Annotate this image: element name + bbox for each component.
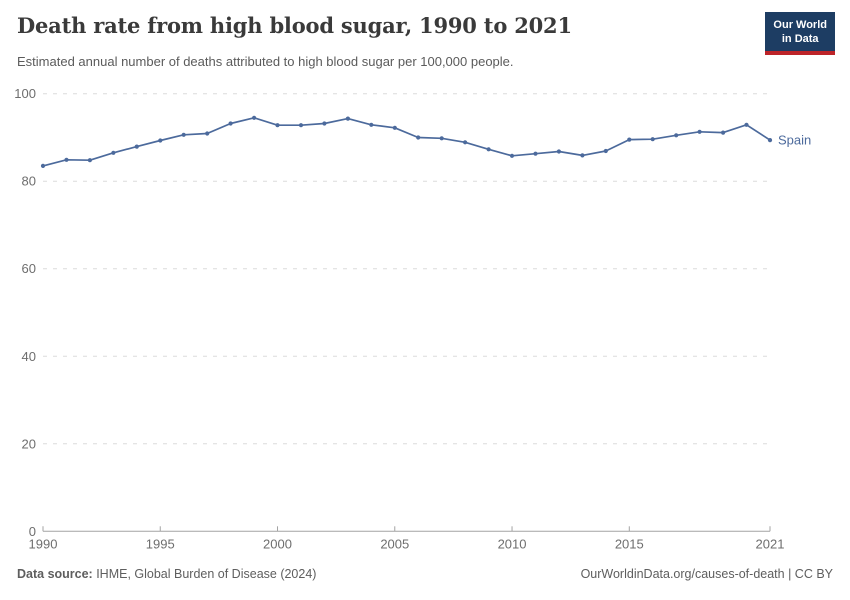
y-tick-label-80: 80	[22, 174, 36, 189]
x-tick-label-2015: 2015	[615, 536, 644, 551]
data-point-spain-1994[interactable]	[134, 144, 139, 149]
data-point-spain-2018[interactable]	[697, 129, 702, 134]
y-tick-label-0: 0	[29, 524, 36, 539]
y-tick-label-20: 20	[22, 436, 36, 451]
x-tick-label-2000: 2000	[263, 536, 292, 551]
data-point-spain-2000[interactable]	[275, 123, 280, 128]
data-point-spain-1992[interactable]	[87, 158, 92, 163]
data-point-spain-2005[interactable]	[392, 125, 397, 130]
data-point-spain-1999[interactable]	[252, 115, 257, 120]
y-tick-label-100: 100	[14, 86, 36, 101]
data-point-spain-2009[interactable]	[486, 147, 491, 152]
data-point-spain-2012[interactable]	[556, 149, 562, 154]
owid-logo-line2: in Data	[781, 33, 819, 46]
data-point-spain-2013[interactable]	[580, 153, 585, 158]
data-point-spain-2006[interactable]	[416, 135, 421, 140]
y-tick-label-40: 40	[22, 349, 36, 364]
chart-subtitle: Estimated annual number of deaths attrib…	[17, 54, 514, 69]
data-point-spain-2017[interactable]	[674, 133, 679, 138]
data-point-spain-2020[interactable]	[744, 122, 749, 127]
data-point-spain-1996[interactable]	[181, 132, 186, 137]
data-point-spain-2011[interactable]	[533, 151, 538, 156]
data-point-spain-1997[interactable]	[205, 131, 210, 136]
data-source-label: Data source:	[17, 567, 93, 581]
y-tick-label-60: 60	[22, 261, 36, 276]
data-point-spain-1995[interactable]	[158, 138, 163, 143]
data-point-spain-2007[interactable]	[439, 136, 444, 141]
data-point-spain-2010[interactable]	[509, 153, 515, 158]
series-line-spain[interactable]	[42, 116, 771, 167]
data-point-spain-1990[interactable]	[40, 163, 46, 168]
data-point-spain-2008[interactable]	[463, 140, 468, 145]
data-point-spain-1991[interactable]	[64, 157, 69, 162]
data-point-spain-2004[interactable]	[369, 122, 374, 127]
data-point-spain-1998[interactable]	[228, 121, 233, 126]
series-end-label-spain[interactable]: Spain	[778, 133, 811, 148]
page-title: Death rate from high blood sugar, 1990 t…	[17, 13, 572, 38]
x-tick-label-2021: 2021	[756, 536, 785, 551]
line-chart[interactable]: 0 20 40 60 80 100 1990 1995 2000 2005 2010 2015 2021…	[0, 85, 850, 555]
footer-link[interactable]: OurWorldinData.org/causes-of-death | CC …	[580, 567, 833, 581]
data-point-spain-2015[interactable]	[627, 137, 632, 142]
chart-footer: Data source: IHME, Global Burden of Dise…	[17, 567, 833, 581]
x-tick-label-2005: 2005	[380, 536, 409, 551]
x-tick-label-1990: 1990	[29, 536, 58, 551]
data-point-spain-2003[interactable]	[345, 116, 350, 121]
data-point-spain-2016[interactable]	[650, 137, 655, 142]
data-source-text: IHME, Global Burden of Disease (2024)	[92, 567, 317, 581]
data-source: Data source: IHME, Global Burden of Dise…	[17, 567, 316, 581]
data-point-spain-2014[interactable]	[603, 148, 608, 154]
x-tick-label-1995: 1995	[146, 536, 175, 551]
data-point-spain-2002[interactable]	[322, 121, 327, 126]
x-tick-label-2010: 2010	[498, 536, 527, 551]
owid-logo: Our World in Data	[765, 12, 835, 55]
data-point-spain-2019[interactable]	[721, 130, 726, 135]
data-point-spain-2021[interactable]	[767, 138, 773, 143]
owid-logo-line1: Our World	[773, 19, 827, 31]
data-point-spain-1993[interactable]	[111, 150, 116, 155]
data-point-spain-2001[interactable]	[298, 123, 304, 128]
